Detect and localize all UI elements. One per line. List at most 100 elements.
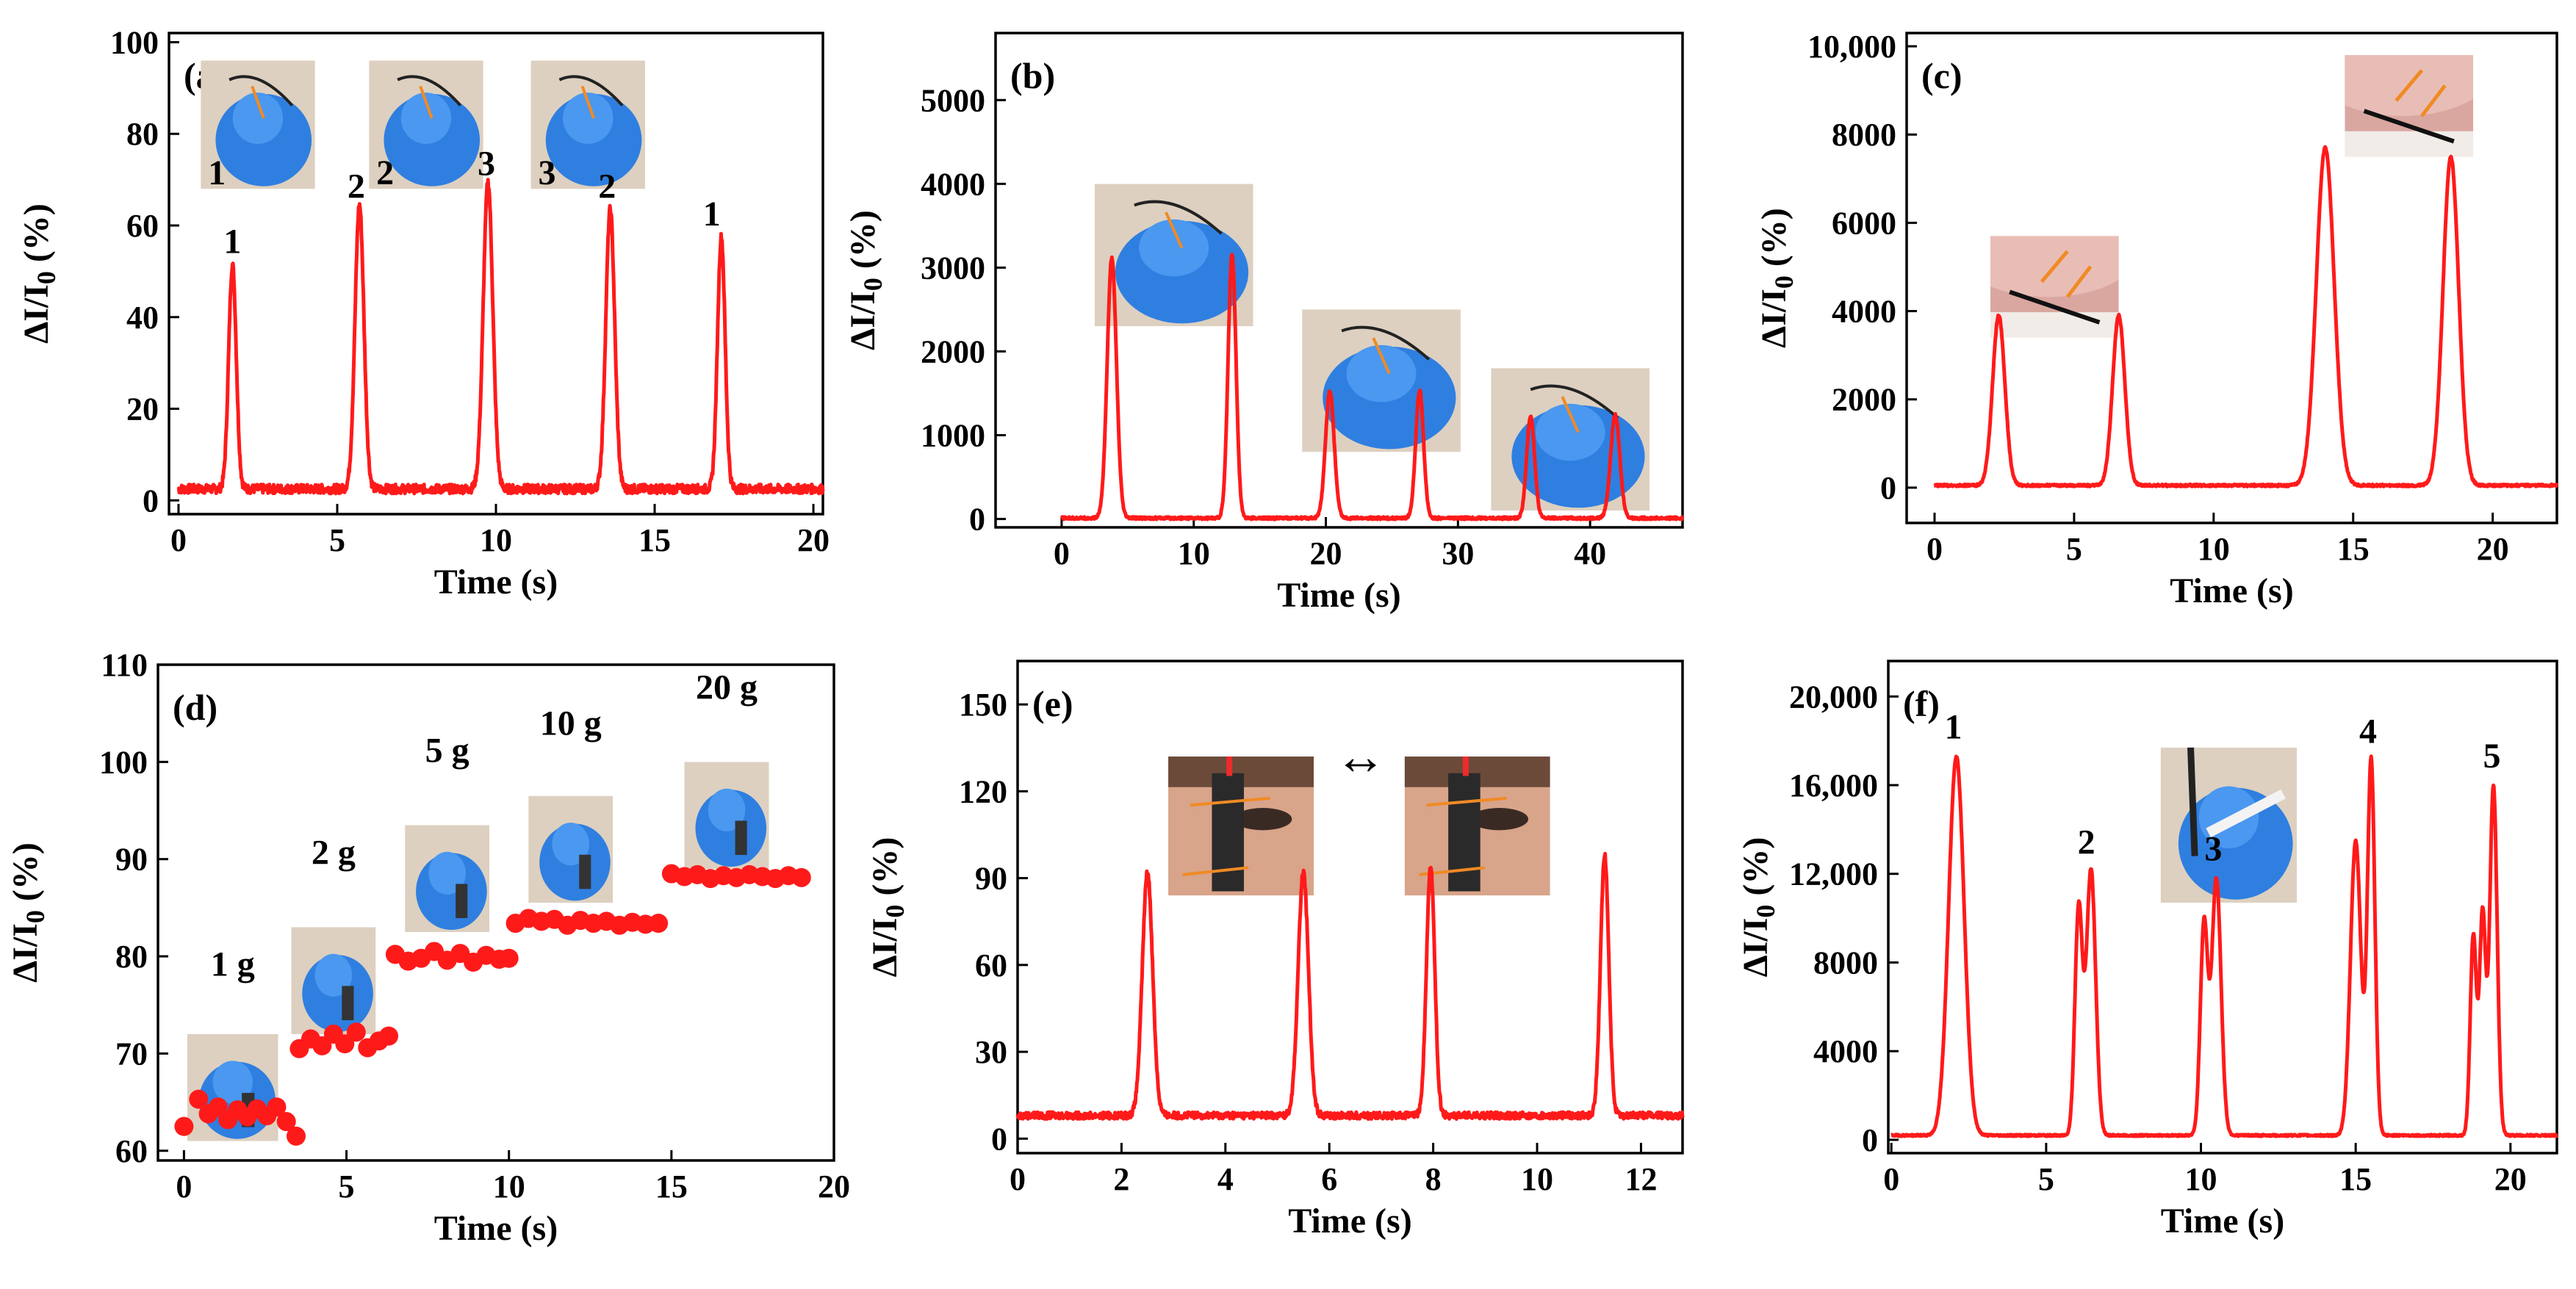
x-tick-label: 0: [1010, 1161, 1026, 1197]
annotation-label: 1: [223, 222, 241, 261]
y-tick-label: 60: [115, 1133, 148, 1169]
x-tick-label: 15: [638, 522, 671, 558]
y-tick-label: 70: [115, 1036, 148, 1072]
y-axis-title: ΔI/I0 (%): [1736, 837, 1780, 978]
x-tick-label: 0: [170, 522, 187, 558]
x-axis-title: Time (s): [434, 563, 558, 602]
weight-photo-2g: [291, 927, 376, 1034]
hand-gesture-photo-3: 3: [530, 60, 646, 192]
panel-label: (e): [1032, 683, 1073, 724]
x-tick-label: 10: [1521, 1161, 1553, 1197]
annotation-label: 1: [1944, 708, 1962, 747]
panel-c: 0 5 10 15 20 0 2000 4000 6000 8000 10,000 Time (s) Δ…: [1755, 29, 2559, 610]
y-tick-label: 110: [101, 647, 148, 683]
annotation-label: 10 g: [540, 704, 602, 743]
annotation-label: 4: [2359, 712, 2377, 751]
panel-f: 0 5 10 15 2004000800012,00016,00020,000Time …: [1736, 660, 2558, 1241]
data-point: [189, 1089, 209, 1109]
y-tick-label: 4000: [1832, 294, 1896, 330]
plot-frame: [994, 32, 1684, 529]
weight-photo-20g: [684, 762, 769, 869]
elbow-photo-2: [2345, 55, 2474, 157]
x-tick-label: 10: [2185, 1161, 2217, 1197]
y-tick-label: 120: [959, 773, 1007, 809]
y-tick-label: 10,000: [1807, 29, 1896, 65]
x-axis-title: Time (s): [2170, 571, 2293, 610]
series-group: [385, 942, 519, 972]
y-tick-label: 40: [126, 300, 159, 336]
x-axis-title: Time (s): [434, 1209, 558, 1248]
plot-frame: [1887, 660, 2558, 1155]
x-tick-label: 20: [797, 522, 830, 558]
y-tick-label: 4000: [1813, 1033, 1878, 1069]
x-tick-label: 6: [1321, 1161, 1337, 1197]
y-axis-title: ΔI/I0 (%): [6, 842, 50, 983]
data-point: [791, 867, 811, 887]
x-tick-label: 20: [818, 1169, 850, 1205]
x-axis-title: Time (s): [2161, 1202, 2284, 1241]
panel-label: (f): [1903, 683, 1940, 724]
x-tick-label: 12: [1625, 1161, 1657, 1197]
data-point: [346, 1022, 366, 1042]
annotation-label: 2: [2078, 823, 2095, 862]
y-tick-label: 0: [1880, 470, 1896, 506]
y-axis-title: ΔI/I0 (%): [843, 210, 888, 350]
weight-photo-10g: [528, 795, 614, 903]
weight-photo-5g: [405, 825, 490, 932]
panel-label: (d): [173, 687, 217, 728]
y-tick-label: 3000: [921, 250, 985, 286]
elbow-photo-1: [1990, 236, 2119, 338]
y-tick-label: 80: [115, 939, 148, 975]
y-tick-label: 8000: [1832, 117, 1896, 153]
x-tick-label: 40: [1574, 535, 1606, 571]
x-tick-label: 0: [1883, 1161, 1899, 1197]
series-line: [1015, 851, 1685, 1121]
y-tick-label: 0: [969, 502, 985, 538]
plot-frame: [156, 663, 835, 1162]
series-group: [506, 909, 669, 935]
y-tick-label: 0: [1862, 1122, 1878, 1158]
y-tick-label: 90: [975, 861, 1007, 897]
y-tick-label: 20,000: [1789, 679, 1878, 715]
x-axis-title: Time (s): [1277, 576, 1400, 615]
y-tick-label: 0: [991, 1121, 1007, 1157]
annotation-label: 5 g: [425, 731, 469, 770]
panel-label: (b): [1010, 55, 1055, 96]
y-axis-title: ΔI/I0 (%): [1755, 208, 1799, 348]
x-tick-label: 5: [2066, 531, 2082, 567]
data-point: [649, 914, 669, 934]
data-point: [174, 1116, 194, 1136]
x-axis-title: Time (s): [1288, 1202, 1411, 1241]
annotation-label: 20 g: [696, 668, 758, 707]
finger-bend-photo-2: [1302, 309, 1461, 452]
annotation-label: 1: [703, 195, 721, 234]
plot-frame: [1016, 660, 1684, 1155]
x-tick-label: 15: [2337, 531, 2370, 567]
y-tick-label: 100: [99, 744, 148, 780]
series-group: [289, 1022, 399, 1058]
data-point: [276, 1112, 296, 1132]
series-line: [1890, 754, 2558, 1138]
hand-gesture-photo-1: 1: [201, 60, 315, 192]
y-tick-label: 12,000: [1789, 856, 1878, 892]
annotation-label: 3: [478, 144, 495, 183]
annotation-label: 2: [598, 167, 616, 206]
y-tick-label: 30: [975, 1034, 1007, 1070]
finger-bend-photo-1: [1094, 184, 1253, 327]
y-tick-label: 100: [110, 24, 159, 60]
series-group: [661, 864, 811, 889]
hand-gesture-photo-2: 2: [369, 60, 483, 192]
data-point: [267, 1097, 287, 1117]
x-tick-label: 15: [655, 1169, 688, 1205]
x-tick-label: 0: [1926, 531, 1943, 567]
y-tick-label: 60: [126, 208, 159, 244]
x-tick-label: 5: [329, 522, 345, 558]
y-tick-label: 16,000: [1789, 768, 1878, 804]
annotation-label: 2: [348, 167, 365, 206]
double-arrow-icon: ↔: [1335, 729, 1386, 786]
y-tick-label: 2000: [921, 333, 985, 369]
x-tick-label: 4: [1217, 1161, 1234, 1197]
annotation-label: 1 g: [211, 945, 255, 984]
x-tick-label: 10: [480, 522, 512, 558]
